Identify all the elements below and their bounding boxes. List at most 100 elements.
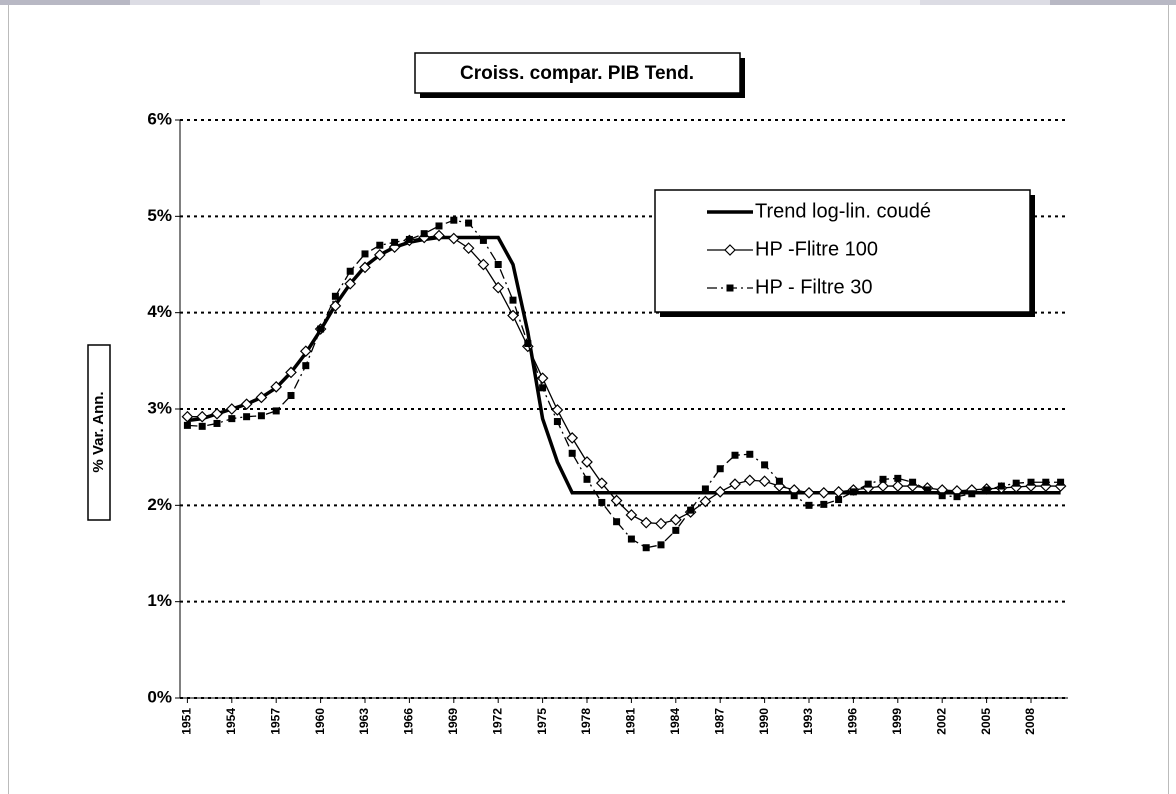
marker — [583, 475, 591, 483]
frame-bar — [1050, 0, 1176, 5]
marker — [433, 229, 445, 242]
marker — [1012, 479, 1020, 487]
legend-label: Trend log-lin. coudé — [755, 200, 931, 222]
marker — [359, 261, 371, 274]
marker — [699, 495, 712, 508]
marker — [864, 480, 872, 488]
marker — [568, 449, 576, 457]
marker — [373, 249, 386, 261]
marker — [447, 232, 460, 245]
marker — [507, 309, 519, 322]
y-axis-label: % Var. Ann. — [90, 391, 107, 472]
marker — [302, 362, 310, 370]
marker — [923, 486, 931, 494]
series-line — [187, 219, 1061, 549]
marker — [997, 482, 1005, 490]
marker — [465, 219, 473, 227]
x-tick-label: 1975 — [535, 708, 549, 735]
marker — [610, 494, 623, 507]
marker — [566, 432, 579, 444]
marker — [598, 498, 606, 506]
marker — [835, 496, 843, 504]
x-tick-label: 1957 — [268, 708, 282, 735]
marker — [376, 241, 384, 249]
marker — [832, 485, 845, 498]
marker — [225, 403, 238, 415]
marker — [435, 222, 443, 230]
marker — [657, 541, 665, 549]
marker — [595, 477, 608, 490]
marker — [492, 281, 505, 294]
x-tick-label: 2002 — [934, 708, 948, 735]
marker — [551, 404, 564, 416]
chart-title: Croiss. compar. PIB Tend. — [460, 63, 694, 84]
x-tick-label: 1990 — [757, 708, 771, 735]
title-box — [414, 52, 741, 94]
marker — [640, 516, 653, 529]
x-tick-label: 2005 — [979, 708, 993, 735]
marker — [361, 250, 369, 258]
marker — [613, 518, 621, 526]
marker — [539, 384, 547, 392]
marker — [625, 509, 638, 521]
marker — [243, 413, 251, 421]
x-tick-label: 1993 — [801, 708, 815, 735]
marker — [462, 242, 475, 254]
x-tick-label: 1972 — [490, 708, 504, 735]
marker — [270, 380, 283, 393]
marker — [701, 485, 709, 493]
x-tick-label: 1969 — [446, 708, 460, 735]
marker — [196, 410, 209, 423]
marker — [1027, 478, 1035, 486]
x-tick-label: 2008 — [1023, 708, 1037, 735]
marker — [257, 412, 265, 420]
marker — [790, 492, 798, 500]
x-tick-label: 1981 — [624, 708, 638, 735]
marker — [803, 486, 815, 499]
frame-bar — [260, 0, 920, 5]
marker — [553, 418, 561, 426]
x-tick-label: 1951 — [180, 708, 194, 735]
marker — [272, 407, 280, 415]
legend-label: HP - Filtre 30 — [755, 276, 872, 298]
y-tick-label: 5% — [147, 206, 172, 225]
y-tick-label: 6% — [147, 109, 172, 128]
marker — [726, 284, 734, 292]
x-tick-label: 1963 — [357, 708, 371, 735]
marker — [285, 366, 297, 379]
marker — [761, 461, 769, 469]
marker — [687, 506, 695, 514]
marker — [477, 258, 490, 271]
marker — [968, 490, 976, 498]
marker — [672, 526, 680, 534]
y-tick-label: 4% — [147, 302, 172, 321]
marker — [743, 474, 756, 487]
marker — [1057, 478, 1065, 486]
marker — [287, 392, 295, 400]
marker — [344, 277, 357, 290]
marker — [849, 488, 857, 496]
marker — [877, 480, 889, 492]
y-tick-label: 2% — [147, 495, 172, 514]
marker — [331, 292, 339, 300]
marker — [450, 216, 458, 224]
x-tick-label: 1996 — [846, 708, 860, 735]
marker — [329, 300, 342, 312]
marker — [228, 415, 236, 423]
marker — [891, 480, 904, 492]
marker — [817, 486, 830, 499]
marker — [391, 238, 399, 246]
marker — [746, 450, 754, 458]
marker — [627, 535, 635, 543]
marker — [211, 407, 223, 420]
y-tick-label: 1% — [147, 591, 172, 610]
marker — [198, 422, 206, 430]
marker — [1042, 478, 1050, 486]
marker — [524, 339, 532, 347]
x-tick-label: 1978 — [579, 708, 593, 735]
marker — [731, 451, 739, 459]
marker — [405, 235, 413, 243]
marker — [317, 325, 325, 333]
frame-bar — [130, 0, 260, 5]
